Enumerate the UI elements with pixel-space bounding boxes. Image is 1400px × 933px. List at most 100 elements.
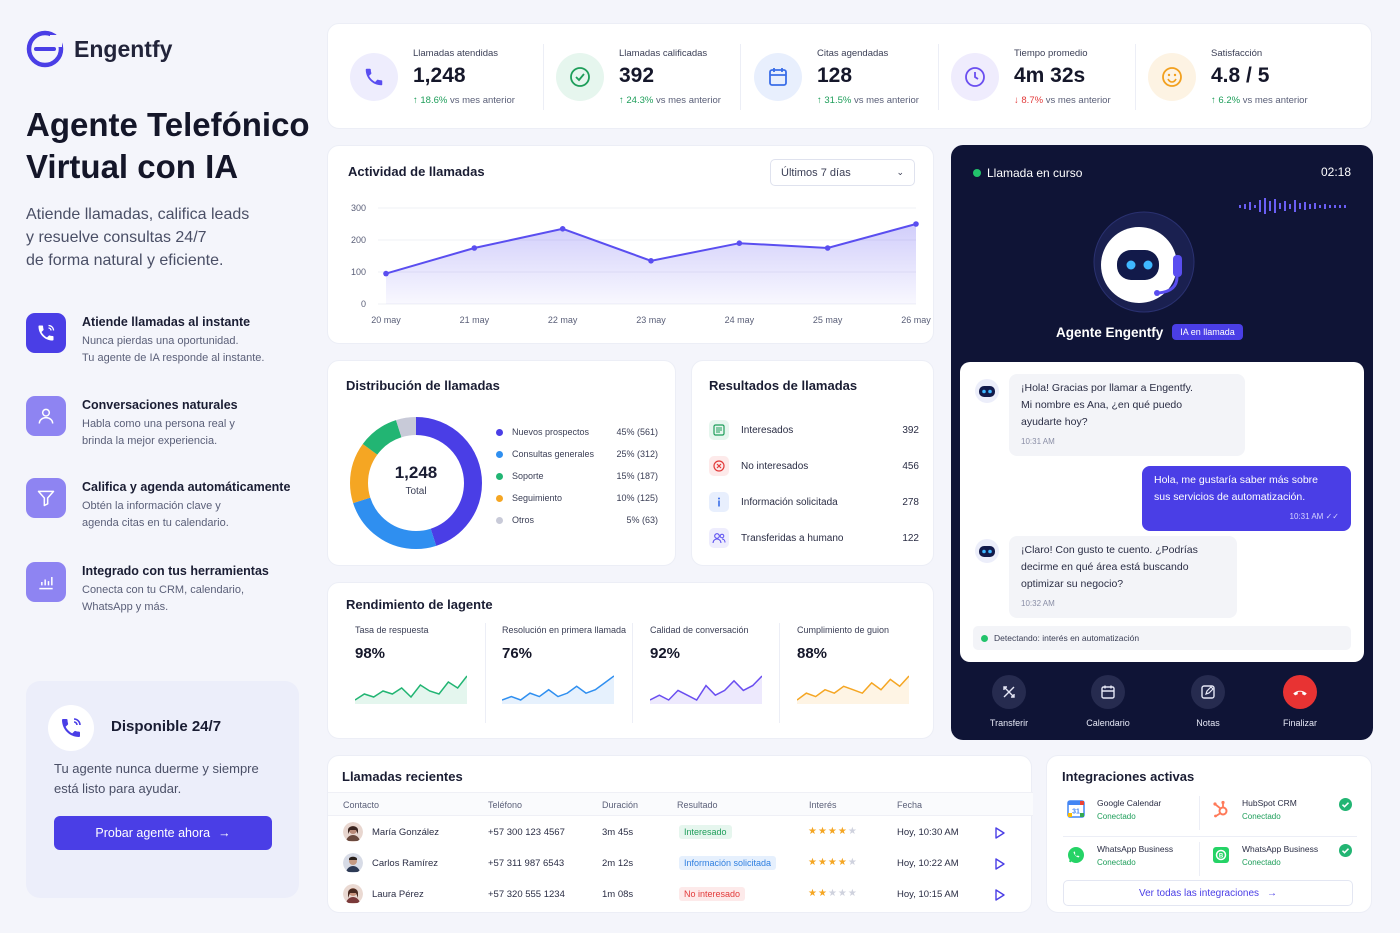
stat-trend: ↑ 31.5% vs mes anterior bbox=[817, 95, 919, 106]
chat-message-bot: ¡Claro! Con gusto te cuento. ¿Podrías dec… bbox=[1009, 536, 1237, 618]
col-contact[interactable]: Contacto bbox=[343, 800, 380, 810]
data-point[interactable] bbox=[648, 258, 654, 264]
stat-calls-qualified: Llamadas calificadas 392 ↑ 24.3% vs mes an… bbox=[556, 24, 721, 130]
data-point[interactable] bbox=[736, 240, 743, 246]
chart-icon bbox=[26, 562, 66, 602]
integration-whatsapp-business[interactable]: B WhatsApp Business Conectado bbox=[1212, 844, 1357, 880]
end-call-button[interactable]: Finalizar bbox=[1265, 675, 1335, 728]
info-icon bbox=[709, 492, 729, 512]
data-point[interactable] bbox=[913, 221, 919, 227]
clock-icon bbox=[951, 53, 999, 101]
play-icon[interactable] bbox=[991, 887, 1007, 903]
data-point[interactable] bbox=[559, 226, 566, 232]
stat-calls-answered: Llamadas atendidas 1,248 ↑ 18.6% vs mes an… bbox=[350, 24, 515, 130]
feature-title: Integrado con tus herramientas bbox=[82, 564, 269, 578]
robot-avatar-icon bbox=[1093, 211, 1195, 313]
table-row[interactable]: Carlos Ramírez +57 311 987 6543 2m 12s I… bbox=[328, 849, 1033, 880]
x-tick-label: 25 may bbox=[813, 315, 843, 325]
notes-button[interactable]: Notas bbox=[1173, 675, 1243, 728]
donut-slice[interactable] bbox=[350, 417, 482, 549]
stat-value: 4.8 / 5 bbox=[1211, 64, 1270, 87]
stat-label: Tiempo promedio bbox=[1014, 48, 1088, 59]
results-title: Resultados de llamadas bbox=[709, 378, 858, 393]
play-icon[interactable] bbox=[991, 856, 1007, 872]
avatar bbox=[343, 884, 363, 904]
notes-icon bbox=[1191, 675, 1225, 709]
svg-text:B: B bbox=[1219, 854, 1224, 860]
feature-title: Conversaciones naturales bbox=[82, 398, 238, 412]
data-point[interactable] bbox=[383, 270, 389, 277]
calendar-icon bbox=[754, 53, 802, 101]
hubspot-icon bbox=[1213, 800, 1228, 818]
feature-desc: Conecta con tu CRM, calendario, WhatsApp … bbox=[82, 584, 245, 613]
phone-icon bbox=[350, 53, 398, 101]
arrow-down-icon: ↓ bbox=[1014, 95, 1019, 106]
col-date[interactable]: Fecha bbox=[897, 800, 923, 810]
sparkline bbox=[354, 675, 468, 704]
double-check-icon: ✓✓ bbox=[1325, 512, 1339, 521]
contact-phone: +57 311 987 6543 bbox=[488, 858, 565, 869]
transfer-button[interactable]: Transferir bbox=[974, 675, 1044, 728]
feature-title: Califica y agenda automáticamente bbox=[82, 480, 291, 494]
hero-subtitle-line: de forma natural y eficiente. bbox=[26, 252, 224, 269]
try-agent-button[interactable]: Probar agente ahora → bbox=[54, 816, 272, 850]
stat-value: 128 bbox=[817, 64, 853, 87]
data-point[interactable] bbox=[824, 245, 831, 251]
status-badge: No interesado bbox=[679, 887, 746, 901]
arrow-up-icon: ↑ bbox=[619, 95, 624, 106]
whatsapp-icon bbox=[1068, 847, 1084, 863]
perf-value: 88% bbox=[797, 645, 828, 662]
table-row[interactable]: María González +57 300 123 4567 3m 45s I… bbox=[328, 818, 1033, 849]
data-point[interactable] bbox=[471, 245, 478, 251]
donut-total-label: Total bbox=[405, 486, 427, 497]
feature-desc: Habla como una persona real y brinda la m… bbox=[82, 418, 235, 447]
call-timer: 02:18 bbox=[1321, 165, 1352, 179]
calendar-label: Calendario bbox=[1086, 718, 1130, 728]
play-icon[interactable] bbox=[991, 825, 1007, 841]
availability-card: Disponible 24/7 Tu agente nunca duerme y… bbox=[26, 681, 299, 898]
col-interest[interactable]: Interés bbox=[809, 800, 837, 810]
interest-stars: ★★★★★ bbox=[808, 857, 858, 868]
perf-label: Resolución en primera llamada bbox=[502, 625, 627, 635]
interest-stars: ★★★★★ bbox=[808, 888, 858, 899]
performance-card: Rendimiento de lagente Tasa de respuesta… bbox=[327, 582, 934, 739]
x-tick-label: 21 may bbox=[460, 315, 490, 325]
x-tick-label: 26 may bbox=[901, 315, 931, 325]
perf-script-compliance: Cumplimiento de guion 88% bbox=[796, 625, 917, 709]
col-result[interactable]: Resultado bbox=[677, 800, 718, 810]
range-select-value: Últimos 7 días bbox=[781, 166, 851, 179]
call-panel: Llamada en curso 02:18 Agente Engentfy I… bbox=[951, 145, 1373, 740]
users-icon bbox=[709, 528, 729, 548]
calendar-button[interactable]: Calendario bbox=[1073, 675, 1143, 728]
call-date: Hoy, 10:30 AM bbox=[897, 827, 959, 838]
bot-avatar-icon bbox=[975, 539, 999, 563]
col-duration[interactable]: Duración bbox=[602, 800, 639, 810]
avatar bbox=[343, 853, 363, 873]
activity-card: Actividad de llamadas Últimos 7 días ⌄ 0… bbox=[327, 145, 934, 344]
integration-hubspot[interactable]: HubSpot CRM Conectado bbox=[1212, 798, 1357, 834]
agent-name: Agente Engentfy bbox=[1056, 324, 1164, 340]
integration-whatsapp[interactable]: WhatsApp Business Conectado bbox=[1067, 844, 1212, 880]
table-row[interactable]: Laura Pérez +57 320 555 1234 1m 08s No i… bbox=[328, 880, 1033, 911]
range-select[interactable]: Últimos 7 días ⌄ bbox=[770, 159, 915, 186]
brand-logo-icon bbox=[26, 30, 64, 68]
stats-bar: Llamadas atendidas 1,248 ↑ 18.6% vs mes an… bbox=[327, 23, 1372, 129]
transfer-label: Transferir bbox=[989, 718, 1029, 728]
audio-waveform-icon bbox=[1239, 198, 1346, 214]
donut-slice[interactable] bbox=[350, 417, 482, 549]
hang-up-icon bbox=[1283, 675, 1317, 709]
view-all-integrations-link[interactable]: Ver todas las integraciones → bbox=[1063, 880, 1353, 906]
phone-call-icon bbox=[48, 705, 94, 751]
col-phone[interactable]: Teléfono bbox=[488, 800, 523, 810]
stat-trend: ↑ 6.2% vs mes anterior bbox=[1211, 95, 1308, 106]
x-tick-label: 23 may bbox=[636, 315, 666, 325]
legend-item: Soporte 15% (187) bbox=[496, 471, 658, 481]
integration-google-calendar[interactable]: 31 Google Calendar Conectado bbox=[1067, 798, 1212, 834]
brand: Engentfy bbox=[26, 30, 172, 68]
donut-slice[interactable] bbox=[350, 417, 482, 549]
user-icon bbox=[26, 396, 66, 436]
distribution-card: Distribución de llamadas 1,248 Total Nue… bbox=[327, 360, 676, 566]
stat-value: 4m 32s bbox=[1014, 64, 1086, 87]
x-tick-label: 22 may bbox=[548, 315, 578, 325]
call-duration: 1m 08s bbox=[602, 889, 634, 900]
